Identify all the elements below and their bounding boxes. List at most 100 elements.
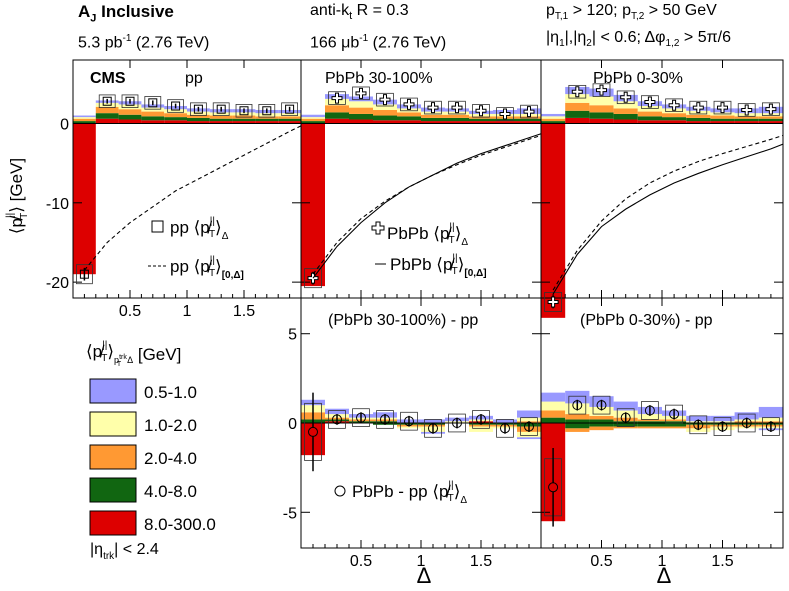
algo-post: R = 0.3 [352, 2, 409, 19]
bar-central-c80_300-5 [662, 120, 687, 124]
bar-pp-c20_40-3 [141, 111, 165, 117]
bar-pp-c80_300-7 [232, 121, 256, 124]
title-main: A [78, 2, 91, 21]
bar-pp-c80_300-0 [73, 123, 96, 275]
leg-ppl-par: || [210, 255, 215, 266]
leg-ppl: pp ⟨p̸ [170, 257, 213, 276]
sys-box-diff_periph-3 [376, 410, 394, 429]
legend-diff-text: PbPb - pp ⟨p̸|| T⟩Δ [352, 480, 467, 506]
leg-pbl-close: ⟩ [458, 255, 465, 274]
marks-layer [76, 83, 784, 527]
legend-pbpb-pt-text: PbPb ⟨p̸|| T⟩Δ [387, 222, 468, 248]
sys-box-diff_central-9 [762, 417, 780, 436]
bar-central-c80_300-1 [565, 117, 590, 124]
point-periph-4 [403, 98, 415, 110]
bar-diff_central-c05_10-8 [734, 412, 759, 420]
bar-pp-c20_40-2 [118, 109, 142, 115]
bar-pp-c20_40-0 [73, 118, 96, 122]
header-title: AJ Inclusive [78, 2, 174, 24]
bar-pp-c20_40-6 [209, 115, 233, 119]
bar-central-c80_300-4 [637, 120, 662, 124]
trk-pre: ⟨p̸ [86, 342, 105, 361]
bar-central-c80_300-7 [710, 121, 735, 124]
bar-central-c10_20-0 [541, 116, 566, 119]
sys-box-diff_central-6 [689, 415, 708, 435]
bar-pp-c40_80-2 [118, 114, 142, 120]
legend-pbpb-line-text: PbPb ⟨p̸|| T⟩[0,Δ] [390, 253, 487, 279]
bar-periph-c80_300-1 [325, 118, 349, 124]
legend-swatch-c40_80 [89, 477, 137, 503]
point-periph-7 [475, 105, 487, 117]
legend-diff-points: PbPb - pp ⟨p̸|| T⟩Δ [334, 480, 467, 506]
bar-central-c20_40-5 [662, 113, 687, 118]
point-diff_periph-9 [524, 421, 534, 432]
cut2-a: |η [546, 29, 560, 46]
pbpb-lumi-text: 166 μb [310, 34, 360, 52]
sys-box-pp-9 [281, 102, 298, 116]
point-pp-8 [262, 106, 272, 116]
point-pp-7 [239, 106, 249, 116]
sys-box-diff_central-2 [592, 395, 611, 415]
point-pp-5 [193, 104, 203, 114]
xtick-label-diff_periph-0: 0.5 [350, 553, 372, 570]
bar-periph-c20_40-4 [397, 112, 421, 117]
sys-box-diff_central-3 [616, 408, 635, 427]
negbar-diff_central-c20_40-5 [662, 426, 687, 429]
bar-diff_central-c20_40-4 [637, 419, 662, 422]
frames-layer: 0.5 1 1.5 0 -10 -20 0.5 1 1.5 5 0 -5 0.5 1 1.5 [46, 59, 784, 570]
bar-periph-c40_80-3 [373, 115, 397, 121]
title-rest: Inclusive [96, 2, 174, 21]
bar-diff_central-c20_40-0 [541, 410, 566, 418]
point-central-0 [547, 296, 559, 308]
sys-box-central-0 [544, 292, 562, 312]
bar-pp-c40_80-8 [255, 118, 279, 122]
point-periph-8 [499, 108, 511, 120]
xtick-label-diff_central-2: 1.5 [711, 553, 733, 570]
bar-diff_periph-c05_10-1 [325, 408, 349, 415]
legend-swatch-c20_40 [89, 444, 137, 470]
bar-central-c40_80-9 [758, 118, 783, 122]
point-central-8 [741, 104, 753, 116]
pbpb-periph-label: PbPb 30-100% [325, 70, 433, 87]
bar-periph-c40_80-2 [349, 113, 373, 120]
cut2-d: > 5π/6 [679, 29, 731, 46]
point-diff_periph-4 [404, 416, 414, 427]
diff-central-label: (PbPb 0-30%) - pp [580, 312, 713, 329]
bar-central-c40_80-8 [734, 118, 759, 122]
leg-diff-close: ⟩ [454, 482, 461, 501]
bar-pp-c80_300-3 [141, 120, 165, 124]
bar-pp-c40_80-9 [278, 118, 301, 122]
point-diff_central-1 [572, 400, 583, 411]
sys-box-pp-7 [235, 104, 253, 118]
bar-periph-c20_40-2 [349, 107, 373, 114]
point-pp-4 [171, 101, 181, 111]
point-diff_periph-2 [356, 412, 366, 423]
legend-swatch-c80_300 [89, 510, 137, 536]
leg-pb-T: T [449, 235, 455, 246]
bar-central-c05_10-0 [541, 113, 566, 117]
cut2-b-sub: 2 [586, 38, 592, 50]
pp-lumi-exp: -1 [122, 33, 132, 44]
jet-algorithm: anti-kt R = 0.3 [310, 2, 409, 22]
bar-diff_central-c05_10-3 [613, 401, 638, 411]
leg-diff-delta: Δ [460, 495, 467, 506]
bar-pp-c80_300-9 [278, 121, 301, 124]
bar-central-c80_300-6 [686, 121, 711, 124]
sys-box-diff_periph-6 [448, 413, 466, 433]
pt-cuts: pT,1 > 120; pT,2 > 50 GeV [546, 2, 717, 22]
sys-box-periph-9 [520, 104, 538, 119]
title-sub: J [90, 12, 97, 25]
point-central-5 [668, 99, 680, 111]
point-diff_central-6 [693, 419, 704, 430]
bar-pp-c20_40-1 [95, 106, 119, 114]
bar-central-c80_300-9 [758, 121, 783, 124]
pp-lumi-post: (2.76 TeV) [131, 34, 210, 52]
bar-pp-c10_20-7 [232, 112, 256, 116]
bar-periph-c80_300-4 [397, 120, 421, 124]
point-diff_periph-1 [332, 414, 342, 425]
negbar-diff_central-c40_80-5 [662, 423, 687, 427]
leg-pp-T: T [209, 229, 215, 240]
y-axis-label-text: ⟨p̸|| T⟩ [GeV] [5, 158, 30, 234]
bar-periph-c80_300-3 [373, 120, 397, 124]
sys-box-pp-0 [76, 264, 93, 285]
